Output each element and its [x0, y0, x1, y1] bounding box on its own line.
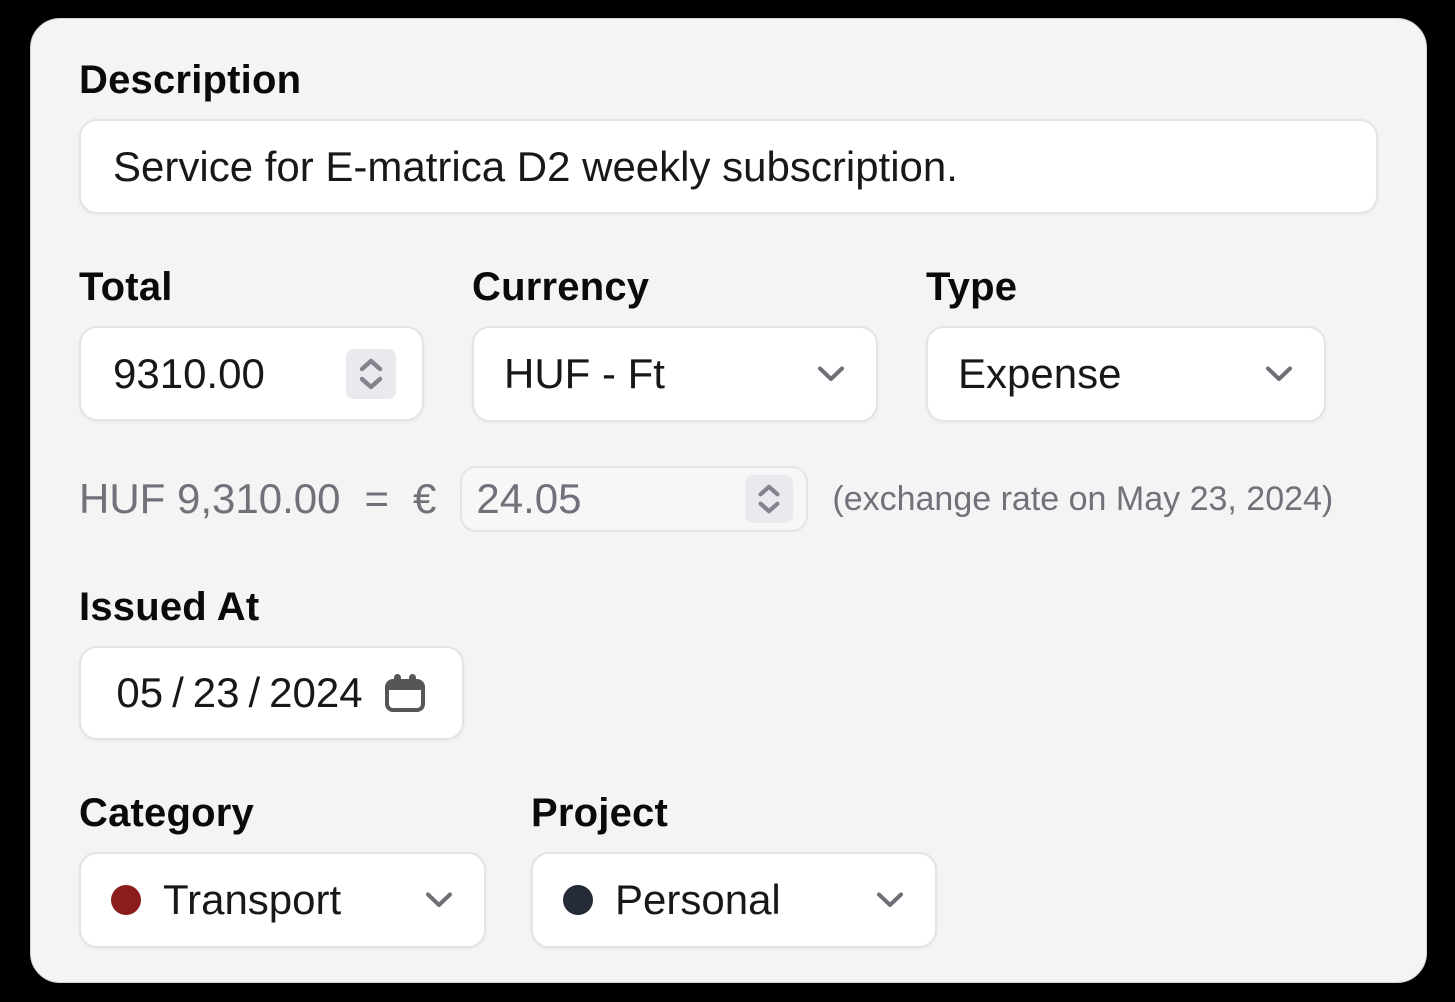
category-color-dot	[111, 885, 141, 915]
chevron-down-icon	[816, 364, 846, 384]
issued-at-date-input[interactable]: 05 / 23 / 2024	[79, 646, 464, 740]
calendar-picker-button[interactable]	[383, 672, 427, 714]
stepper-up-down-icon	[754, 481, 784, 517]
chevron-down-icon	[424, 890, 454, 910]
category-value: Transport	[163, 876, 342, 923]
project-value: Personal	[615, 876, 781, 923]
project-select[interactable]: Personal	[531, 852, 937, 948]
description-label: Description	[79, 58, 302, 102]
type-value: Expense	[958, 350, 1122, 397]
amounts-row: Total 9310.00 Currency HUF - Ft	[79, 264, 1378, 422]
issued-at-label: Issued At	[79, 585, 260, 629]
total-label: Total	[79, 265, 173, 309]
date-separator: /	[248, 669, 261, 716]
date-separator: /	[172, 669, 184, 716]
total-value: 9310.00	[113, 349, 265, 397]
exchange-amount-text: HUF 9,310.00	[79, 475, 341, 522]
total-stepper[interactable]	[346, 348, 396, 399]
type-label: Type	[926, 265, 1018, 309]
category-label: Category	[79, 791, 254, 835]
total-input[interactable]: 9310.00	[79, 326, 424, 421]
expense-form-card: Description Service for E-matrica D2 wee…	[30, 18, 1427, 983]
description-input[interactable]: Service for E-matrica D2 weekly subscrip…	[79, 119, 1378, 214]
chevron-down-icon	[875, 890, 905, 910]
project-color-dot	[563, 885, 593, 915]
euro-symbol: €	[413, 475, 437, 522]
tags-row: Category Transport Project Personal	[79, 790, 1378, 948]
equals-sign: =	[364, 475, 390, 522]
category-select[interactable]: Transport	[79, 852, 486, 948]
project-label: Project	[531, 791, 669, 835]
currency-label: Currency	[472, 265, 650, 309]
exchange-rate-stepper[interactable]	[745, 475, 794, 523]
currency-select[interactable]: HUF - Ft	[472, 326, 878, 422]
chevron-down-icon	[1264, 364, 1294, 384]
date-day-segment[interactable]: 23	[192, 669, 240, 716]
date-year-segment[interactable]: 2024	[269, 669, 363, 716]
description-value: Service for E-matrica D2 weekly subscrip…	[113, 142, 958, 190]
currency-value: HUF - Ft	[504, 350, 665, 397]
exchange-rate-input[interactable]: 24.05	[460, 466, 809, 532]
stepper-up-down-icon	[355, 355, 387, 393]
exchange-rate-value: 24.05	[476, 475, 582, 522]
exchange-rate-note: (exchange rate on May 23, 2024)	[832, 479, 1334, 518]
date-month-segment[interactable]: 05	[116, 669, 164, 716]
calendar-icon	[383, 672, 427, 714]
exchange-rate-row: HUF 9,310.00 = € 24.05 (exchange rate on…	[79, 466, 1378, 532]
type-select[interactable]: Expense	[926, 326, 1326, 422]
